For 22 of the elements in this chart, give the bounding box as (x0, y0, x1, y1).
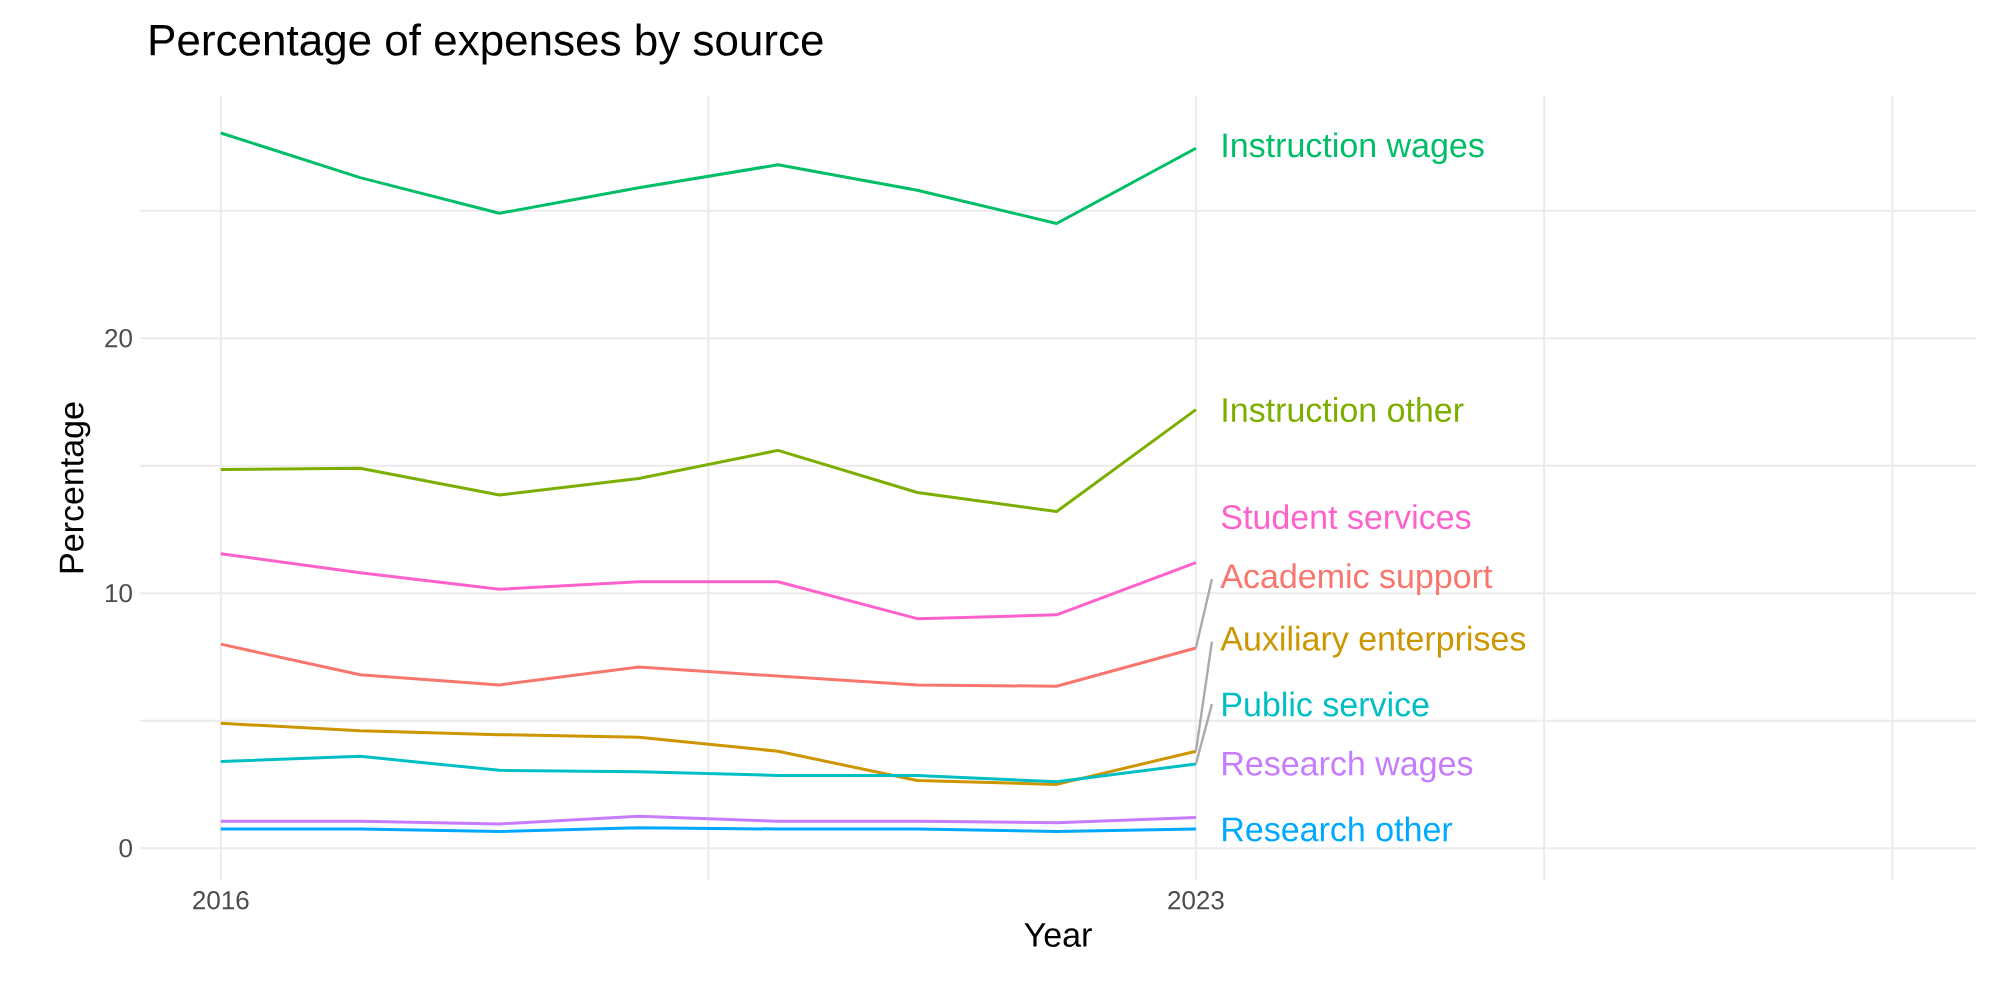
line-series (219, 754, 1198, 784)
series-label: Academic support (1220, 563, 1493, 595)
y-tick-label: 0 (119, 838, 132, 858)
series-label: Instruction wages (1223, 132, 1484, 165)
chart-title: Percentage of expenses by source (150, 23, 823, 65)
text: Auxiliary enterprises (1220, 625, 1526, 658)
x-axis-title: Year (1024, 923, 1092, 947)
series-label: Instruction other (1223, 397, 1464, 423)
x-tick-label: 2023 (1168, 891, 1224, 910)
series-label: Student services (1221, 504, 1471, 530)
y-tick-label: 20 (105, 328, 132, 348)
line-series (219, 408, 1198, 514)
series-label: Research wages (1223, 750, 1473, 783)
y-tick-label: 10 (105, 583, 132, 603)
line-series (219, 552, 1198, 621)
y-axis-title: Percentage (59, 402, 91, 573)
line-series (219, 721, 1198, 786)
x-tick-label: 2016 (193, 891, 249, 910)
series-label: Research other (1223, 816, 1453, 842)
line-series (219, 814, 1198, 826)
series-label: Public service (1223, 691, 1429, 717)
line-series (219, 131, 1198, 225)
